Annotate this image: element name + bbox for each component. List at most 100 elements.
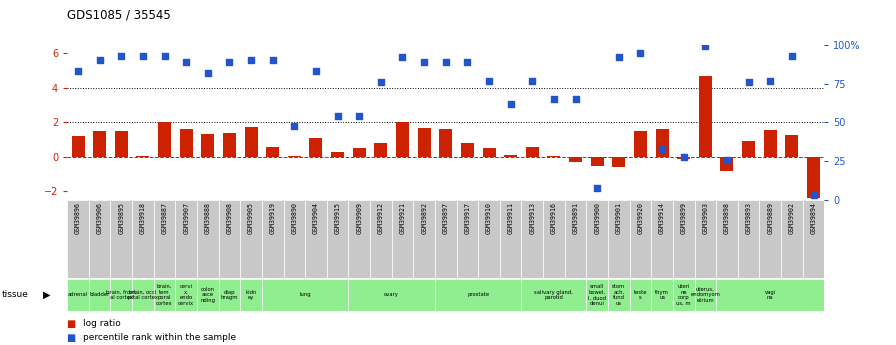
Text: brain, front
al cortex: brain, front al cortex [107, 289, 136, 300]
Bar [240, 279, 262, 311]
Text: ■: ■ [67, 333, 80, 343]
Bar [67, 279, 89, 311]
Bar [197, 279, 219, 311]
Point [136, 53, 151, 58]
Bar [586, 279, 608, 311]
Point [158, 53, 172, 58]
Bar [630, 279, 651, 311]
Text: GSM39907: GSM39907 [183, 203, 189, 235]
Bar [132, 200, 154, 278]
Text: GSM39921: GSM39921 [400, 203, 406, 235]
Text: brain, occi
pital cortex: brain, occi pital cortex [128, 289, 158, 300]
Text: GSM39909: GSM39909 [357, 203, 362, 235]
Point [655, 146, 669, 152]
Point [633, 50, 648, 56]
Bar [504, 155, 517, 157]
Text: GSM39890: GSM39890 [291, 203, 297, 235]
Bar [158, 122, 171, 157]
Text: GSM39901: GSM39901 [616, 203, 622, 235]
Point [92, 58, 107, 63]
Bar [781, 200, 803, 278]
Point [568, 96, 582, 102]
Point [71, 68, 85, 74]
Text: GDS1085 / 35545: GDS1085 / 35545 [67, 9, 171, 22]
Bar [332, 152, 344, 157]
Bar [370, 200, 392, 278]
Bar [245, 127, 257, 157]
Text: GSM39911: GSM39911 [508, 203, 513, 235]
Point [179, 59, 194, 65]
Bar [803, 200, 824, 278]
Text: tissue: tissue [2, 290, 29, 299]
Bar [262, 200, 283, 278]
Text: brain,
tem
poral
cortex: brain, tem poral cortex [156, 284, 173, 306]
Bar [786, 135, 798, 157]
Point [461, 59, 475, 65]
Point [352, 114, 366, 119]
Bar [590, 157, 604, 166]
Point [525, 78, 539, 83]
Text: GSM39916: GSM39916 [551, 203, 557, 235]
Text: small
bowel,
I, duod
denui: small bowel, I, duod denui [588, 284, 607, 306]
Bar [110, 279, 132, 311]
Point [785, 53, 799, 58]
Point [265, 58, 280, 63]
Bar [543, 200, 564, 278]
Bar [608, 279, 630, 311]
Bar [694, 200, 716, 278]
Point [309, 68, 323, 74]
Text: salivary gland,
parotid: salivary gland, parotid [535, 289, 573, 300]
Point [719, 157, 734, 162]
Bar [418, 128, 431, 157]
Point [201, 70, 215, 76]
Bar [612, 157, 625, 167]
Bar [457, 200, 478, 278]
Bar [132, 279, 154, 311]
Text: GSM39910: GSM39910 [486, 203, 492, 235]
Point [612, 55, 626, 60]
Point [222, 59, 237, 65]
Bar [435, 279, 521, 311]
Text: diap
hragm: diap hragm [220, 289, 238, 300]
Text: GSM39913: GSM39913 [530, 203, 535, 235]
Bar [673, 200, 694, 278]
Text: uterus,
endomyom
etrium: uterus, endomyom etrium [691, 287, 720, 303]
Text: vagi
na: vagi na [764, 289, 776, 300]
Bar [283, 200, 306, 278]
Point [244, 58, 258, 63]
Bar [742, 141, 755, 157]
Text: GSM39914: GSM39914 [659, 203, 665, 235]
Bar [699, 76, 711, 157]
Bar [136, 156, 150, 157]
Bar [375, 143, 387, 157]
Bar [396, 122, 409, 157]
Text: GSM39905: GSM39905 [248, 203, 254, 235]
Point [287, 123, 301, 128]
Bar [630, 200, 651, 278]
Text: ovary: ovary [384, 293, 399, 297]
Bar [89, 279, 110, 311]
Bar [154, 279, 176, 311]
Bar [219, 200, 240, 278]
Text: cervi
x,
endo
cervix: cervi x, endo cervix [178, 284, 194, 306]
Bar [413, 200, 435, 278]
Bar [569, 157, 582, 162]
Text: GSM39897: GSM39897 [443, 203, 449, 235]
Bar [564, 200, 586, 278]
Bar [67, 200, 89, 278]
Bar [673, 279, 694, 311]
Text: adrenal: adrenal [68, 293, 88, 297]
Text: GSM39906: GSM39906 [97, 203, 103, 235]
Text: teste
s: teste s [633, 289, 647, 300]
Bar [677, 157, 690, 159]
Bar [306, 200, 327, 278]
Bar [586, 200, 608, 278]
Bar [716, 279, 824, 311]
Point [439, 59, 453, 65]
Bar [154, 200, 176, 278]
Text: GSM39898: GSM39898 [724, 203, 730, 235]
Text: GSM39903: GSM39903 [702, 203, 709, 235]
Bar [807, 157, 820, 198]
Bar [219, 279, 240, 311]
Bar [439, 129, 452, 157]
